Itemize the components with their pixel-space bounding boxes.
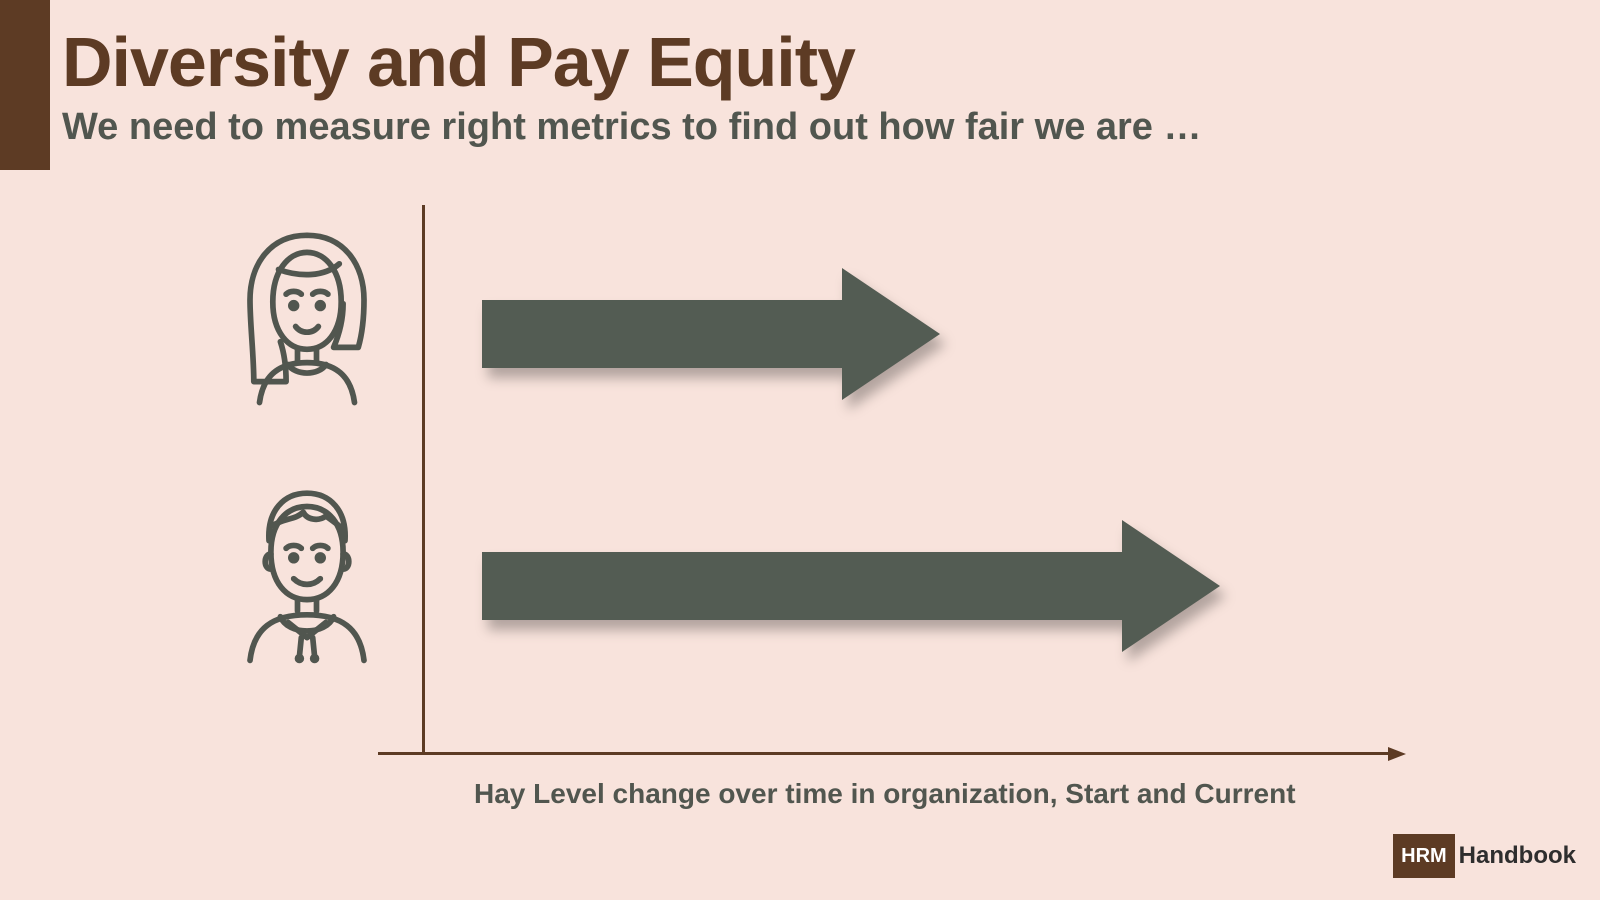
y-axis bbox=[422, 205, 425, 755]
man-icon bbox=[212, 478, 402, 668]
arrow-female bbox=[482, 268, 940, 400]
slide-title: Diversity and Pay Equity bbox=[62, 22, 855, 102]
slide-subtitle: We need to measure right metrics to find… bbox=[62, 106, 1202, 149]
arrow-male bbox=[482, 520, 1220, 652]
accent-bar bbox=[0, 0, 50, 170]
x-axis bbox=[378, 752, 1390, 755]
logo-text: Handbook bbox=[1455, 834, 1576, 878]
x-axis-arrowhead bbox=[1388, 747, 1406, 761]
logo: HRM Handbook bbox=[1393, 834, 1576, 878]
x-axis-label: Hay Level change over time in organizati… bbox=[474, 778, 1296, 810]
logo-box: HRM bbox=[1393, 834, 1455, 878]
woman-icon bbox=[212, 222, 402, 412]
slide-canvas: Diversity and Pay Equity We need to meas… bbox=[0, 0, 1600, 900]
